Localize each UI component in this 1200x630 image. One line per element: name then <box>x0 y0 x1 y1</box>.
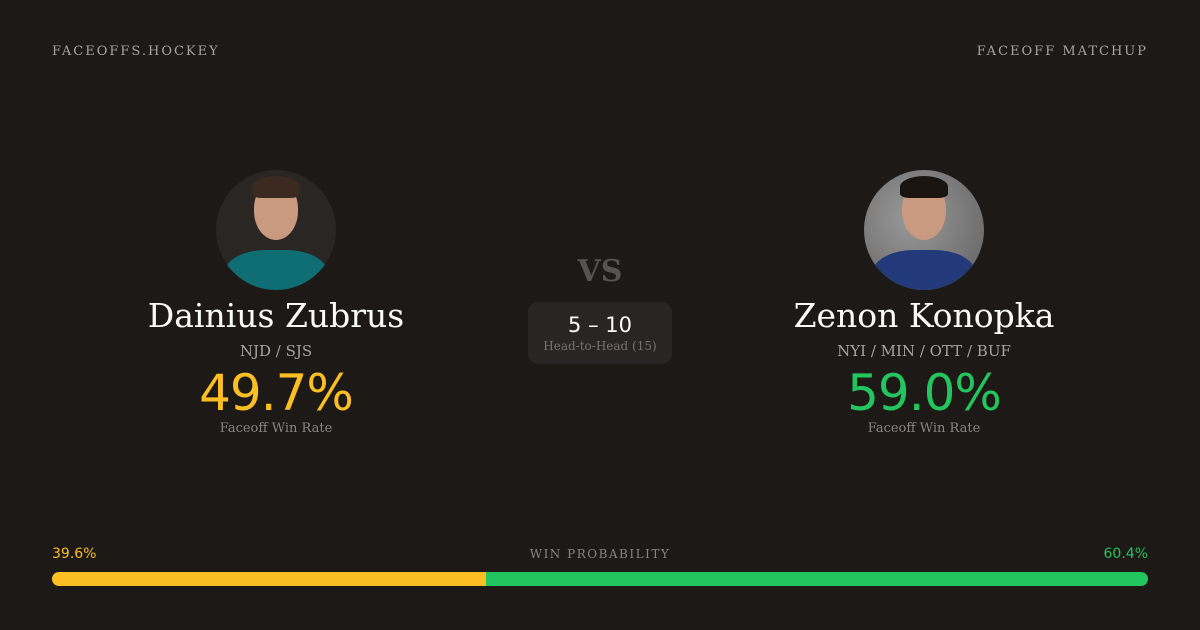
brand-logo[interactable]: FACEOFFS.HOCKEY <box>52 44 220 59</box>
win-probability-label: WIN PROBABILITY <box>529 547 671 561</box>
player-avatar <box>864 170 984 290</box>
player-name[interactable]: Zenon Konopka <box>793 296 1055 335</box>
player-name[interactable]: Dainius Zubrus <box>147 296 405 335</box>
win-rate-label: Faceoff Win Rate <box>867 421 981 437</box>
win-probability-right-segment <box>486 572 1148 586</box>
win-rate-label: Faceoff Win Rate <box>219 421 333 437</box>
vs-label: VS <box>577 254 623 289</box>
head-to-head-box: 5 – 10 Head-to-Head (15) <box>528 302 672 364</box>
head-to-head-score: 5 – 10 <box>568 313 632 337</box>
win-probability-right: 60.4% <box>1103 546 1148 562</box>
head-to-head-label: Head-to-Head (15) <box>543 339 657 353</box>
page-kind-label: FACEOFF MATCHUP <box>976 44 1148 59</box>
win-probability-bar <box>52 572 1148 586</box>
win-probability-left-segment <box>52 572 487 586</box>
player-win-rate: 59.0% <box>847 364 1002 423</box>
player-avatar <box>216 170 336 290</box>
player-card-left: Dainius Zubrus NJD / SJS 49.7% Faceoff W… <box>76 170 476 436</box>
win-probability-left: 39.6% <box>52 546 97 562</box>
player-card-right: Zenon Konopka NYI / MIN / OTT / BUF 59.0… <box>724 170 1124 436</box>
player-teams: NJD / SJS <box>239 342 313 361</box>
player-win-rate: 49.7% <box>199 364 354 423</box>
player-teams: NYI / MIN / OTT / BUF <box>837 342 1011 361</box>
